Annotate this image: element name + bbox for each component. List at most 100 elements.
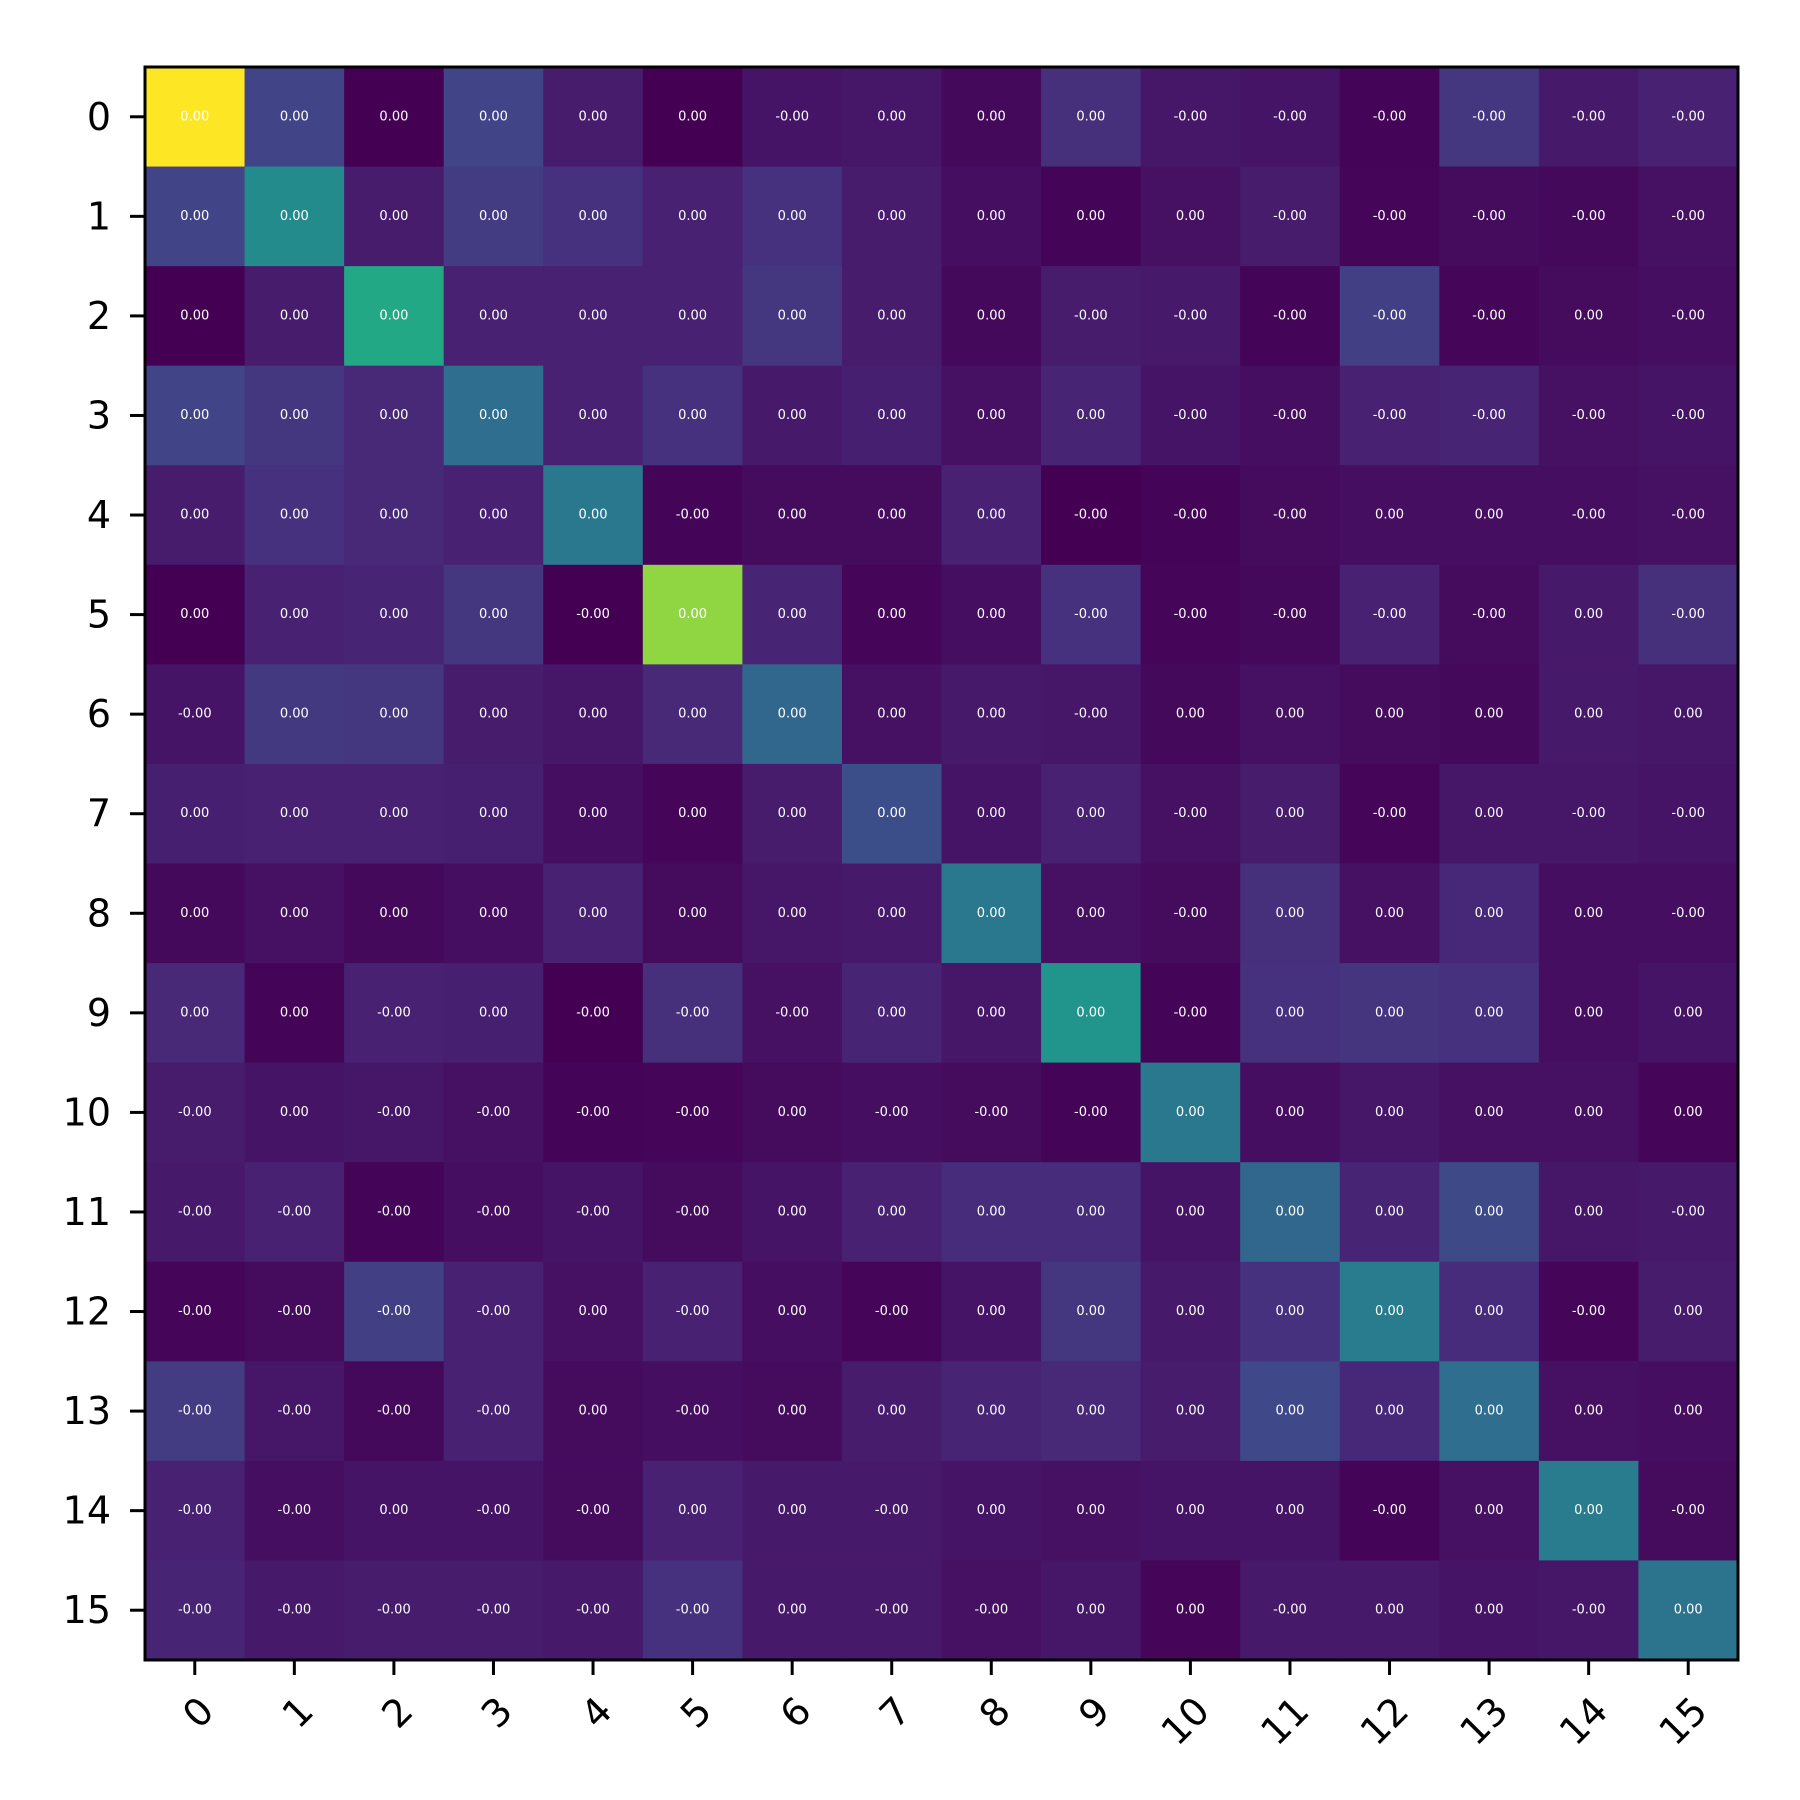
cell-value-label: 0.00 [180,508,209,523]
heatmap-cell [941,963,1042,1064]
cell-value-label: -0.00 [1671,1503,1705,1518]
cell-value-label: -0.00 [1671,607,1705,622]
heatmap-cell [642,67,743,168]
y-tick-label: 13 [63,1389,111,1433]
x-tick-label: 15 [1650,1688,1715,1753]
heatmap-cell [1638,863,1739,964]
heatmap-cell [1638,564,1739,665]
cell-value-label: -0.00 [477,1603,511,1618]
cell-value-label: -0.00 [1572,1304,1606,1319]
heatmap-cell [1339,963,1440,1064]
cell-value-label: 0.00 [877,806,906,821]
cell-value-label: 0.00 [977,209,1006,224]
heatmap-cell [841,863,942,964]
heatmap-cell [642,465,743,566]
heatmap-cell [1140,166,1241,267]
cell-value-label: 0.00 [379,408,408,423]
heatmap-cell [742,166,843,267]
y-tick-label: 14 [63,1489,111,1533]
cell-value-label: 0.00 [977,607,1006,622]
heatmap-cell [1140,763,1241,864]
cell-value-label: 0.00 [1076,1603,1105,1618]
cell-value-label: 0.00 [977,1005,1006,1020]
heatmap-cell [443,1261,544,1362]
heatmap-cell [742,1261,843,1362]
cell-value-label: 0.00 [877,707,906,722]
cell-value-label: 0.00 [379,1503,408,1518]
cell-value-label: 0.00 [977,508,1006,523]
heatmap-cell [244,1162,345,1263]
heatmap-cell [841,1062,942,1163]
heatmap-cell [443,1162,544,1263]
cell-value-label: 0.00 [778,308,807,323]
cell-value-label: 0.00 [180,308,209,323]
cell-value-label: 0.00 [977,806,1006,821]
cell-value-label: 0.00 [1475,1005,1504,1020]
cell-value-label: 0.00 [778,1204,807,1219]
heatmap-cell [642,1261,743,1362]
x-axis: 0 1 2 3 4 5 6 7 8 9 10 11 12 13 14 15 [174,1660,1716,1754]
cell-value-label: 0.00 [1674,1105,1703,1120]
heatmap-cell [1041,564,1142,665]
x-tick-label: 3 [473,1688,521,1736]
heatmap-cell [1439,1560,1540,1661]
x-tick-label: 2 [373,1688,421,1736]
cell-value-label: -0.00 [1273,109,1307,124]
cell-value-label: 0.00 [678,707,707,722]
heatmap-cell [244,763,345,864]
cell-value-label: 0.00 [579,308,608,323]
heatmap-cell [1041,1062,1142,1163]
heatmap-cell [244,465,345,566]
cell-value-label: 0.00 [180,1005,209,1020]
heatmap-cell [841,266,942,367]
y-tick-label: 11 [63,1190,111,1234]
cell-value-label: 0.00 [778,1404,807,1419]
cell-value-label: 0.00 [379,607,408,622]
y-tick-label: 10 [63,1090,111,1134]
heatmap-cell [941,763,1042,864]
heatmap-cell-labels: 0.00 0.00 0.00 0.00 0.00 0.00 -0.00 0.00 0.00 0.0… [178,109,1705,1617]
x-tick-label: 4 [572,1688,620,1736]
cell-value-label: -0.00 [178,1204,212,1219]
heatmap-cell [742,1361,843,1462]
cell-value-label: -0.00 [1273,508,1307,523]
cell-value-label: -0.00 [1074,1105,1108,1120]
cell-value-label: -0.00 [377,1005,411,1020]
heatmap-cell [941,664,1042,765]
heatmap-cell [244,564,345,665]
cell-value-label: -0.00 [1472,408,1506,423]
heatmap-cell [1538,465,1639,566]
heatmap-cell [1439,1162,1540,1263]
heatmap-cell [1538,1361,1639,1462]
heatmap-cell [1638,67,1739,168]
heatmap-cell [1140,564,1241,665]
heatmap-cell [1439,763,1540,864]
heatmap-cell [1041,67,1142,168]
heatmap-cell [1439,1261,1540,1362]
cell-value-label: -0.00 [1472,109,1506,124]
cell-value-label: -0.00 [178,1603,212,1618]
x-tick-label: 8 [971,1688,1019,1736]
heatmap-cell [1439,166,1540,267]
heatmap-cell [1638,166,1739,267]
cell-value-label: -0.00 [1572,209,1606,224]
cell-value-label: 0.00 [877,1005,906,1020]
cell-value-label: 0.00 [180,408,209,423]
cell-value-label: 0.00 [678,806,707,821]
heatmap-cell [1041,1162,1142,1263]
heatmap-cell [1339,1560,1440,1661]
cell-value-label: -0.00 [1572,109,1606,124]
y-tick-label: 8 [87,891,111,935]
heatmap-cell [742,763,843,864]
cell-value-label: -0.00 [1572,1603,1606,1618]
cell-value-label: -0.00 [178,1304,212,1319]
heatmap-cell [941,863,1042,964]
cell-value-label: -0.00 [1074,707,1108,722]
heatmap-cell [344,365,445,466]
heatmap-cell [941,1162,1042,1263]
cell-value-label: -0.00 [974,1105,1008,1120]
cell-value-label: 0.00 [1375,1005,1404,1020]
heatmap-cell [841,564,942,665]
cell-value-label: 0.00 [977,1503,1006,1518]
heatmap-cell [841,365,942,466]
